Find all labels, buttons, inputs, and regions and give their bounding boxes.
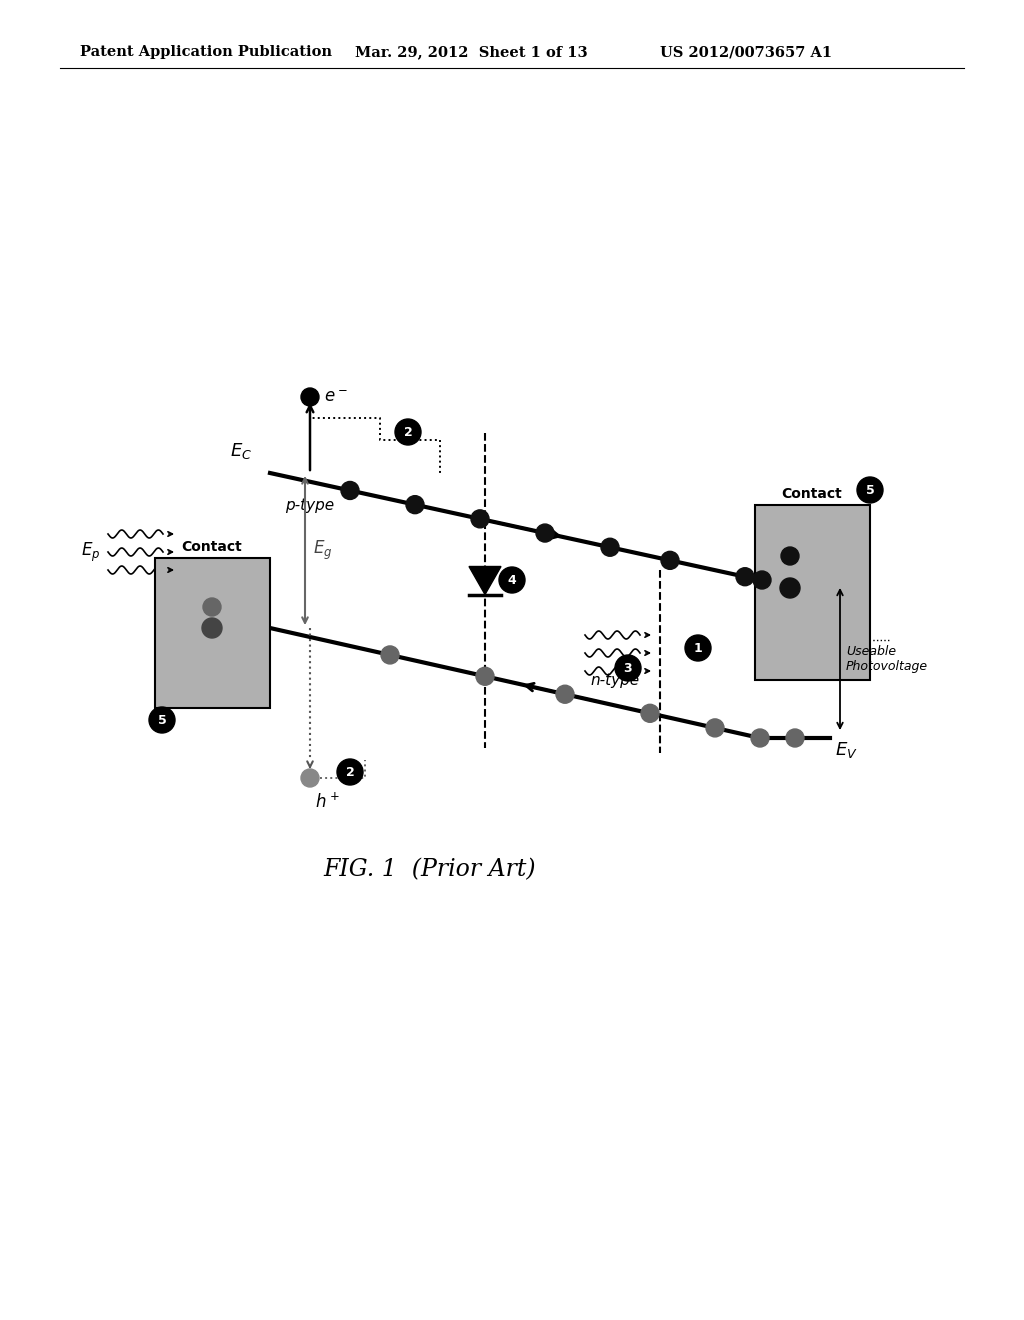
Circle shape [499, 568, 525, 593]
Circle shape [751, 729, 769, 747]
Circle shape [780, 578, 800, 598]
Bar [755, 506, 870, 680]
Polygon shape [469, 566, 501, 594]
Circle shape [786, 729, 804, 747]
Circle shape [202, 618, 222, 638]
Text: $h^+$: $h^+$ [315, 792, 340, 812]
Circle shape [615, 655, 641, 681]
Circle shape [301, 388, 319, 407]
Circle shape [753, 572, 771, 589]
Bar [155, 558, 270, 708]
Circle shape [341, 482, 359, 499]
Circle shape [381, 645, 399, 664]
Circle shape [203, 598, 221, 616]
Text: FIG. 1  (Prior Art): FIG. 1 (Prior Art) [324, 858, 537, 882]
Text: $E_p$: $E_p$ [81, 540, 100, 564]
Text: 5: 5 [865, 483, 874, 496]
Text: Mar. 29, 2012  Sheet 1 of 13: Mar. 29, 2012 Sheet 1 of 13 [355, 45, 588, 59]
Text: p-type: p-type [285, 498, 334, 513]
Text: 2: 2 [346, 766, 354, 779]
Text: Contact: Contact [181, 540, 243, 554]
Circle shape [685, 635, 711, 661]
Text: n-type: n-type [590, 673, 639, 688]
Circle shape [337, 759, 362, 785]
Text: 4: 4 [508, 573, 516, 586]
Circle shape [150, 708, 175, 733]
Circle shape [706, 719, 724, 737]
Circle shape [471, 510, 489, 528]
Text: 3: 3 [624, 661, 632, 675]
Text: Useable
Photovoltage: Useable Photovoltage [846, 645, 928, 673]
Text: $E_V$: $E_V$ [835, 741, 858, 760]
Text: 5: 5 [158, 714, 166, 726]
Circle shape [556, 685, 574, 704]
Circle shape [641, 705, 659, 722]
Text: 2: 2 [403, 425, 413, 438]
Text: 1: 1 [693, 642, 702, 655]
Text: Patent Application Publication: Patent Application Publication [80, 45, 332, 59]
Circle shape [536, 524, 554, 543]
Text: $e^-$: $e^-$ [324, 388, 348, 407]
Text: US 2012/0073657 A1: US 2012/0073657 A1 [660, 45, 833, 59]
Circle shape [857, 477, 883, 503]
Text: Contact: Contact [781, 487, 843, 502]
Circle shape [301, 770, 319, 787]
Circle shape [736, 568, 754, 586]
Circle shape [395, 418, 421, 445]
Circle shape [781, 546, 799, 565]
Text: $E_g$: $E_g$ [313, 539, 333, 562]
Text: $E_C$: $E_C$ [230, 441, 252, 461]
Circle shape [662, 552, 679, 569]
Circle shape [601, 539, 618, 556]
Circle shape [406, 496, 424, 513]
Circle shape [476, 668, 494, 685]
